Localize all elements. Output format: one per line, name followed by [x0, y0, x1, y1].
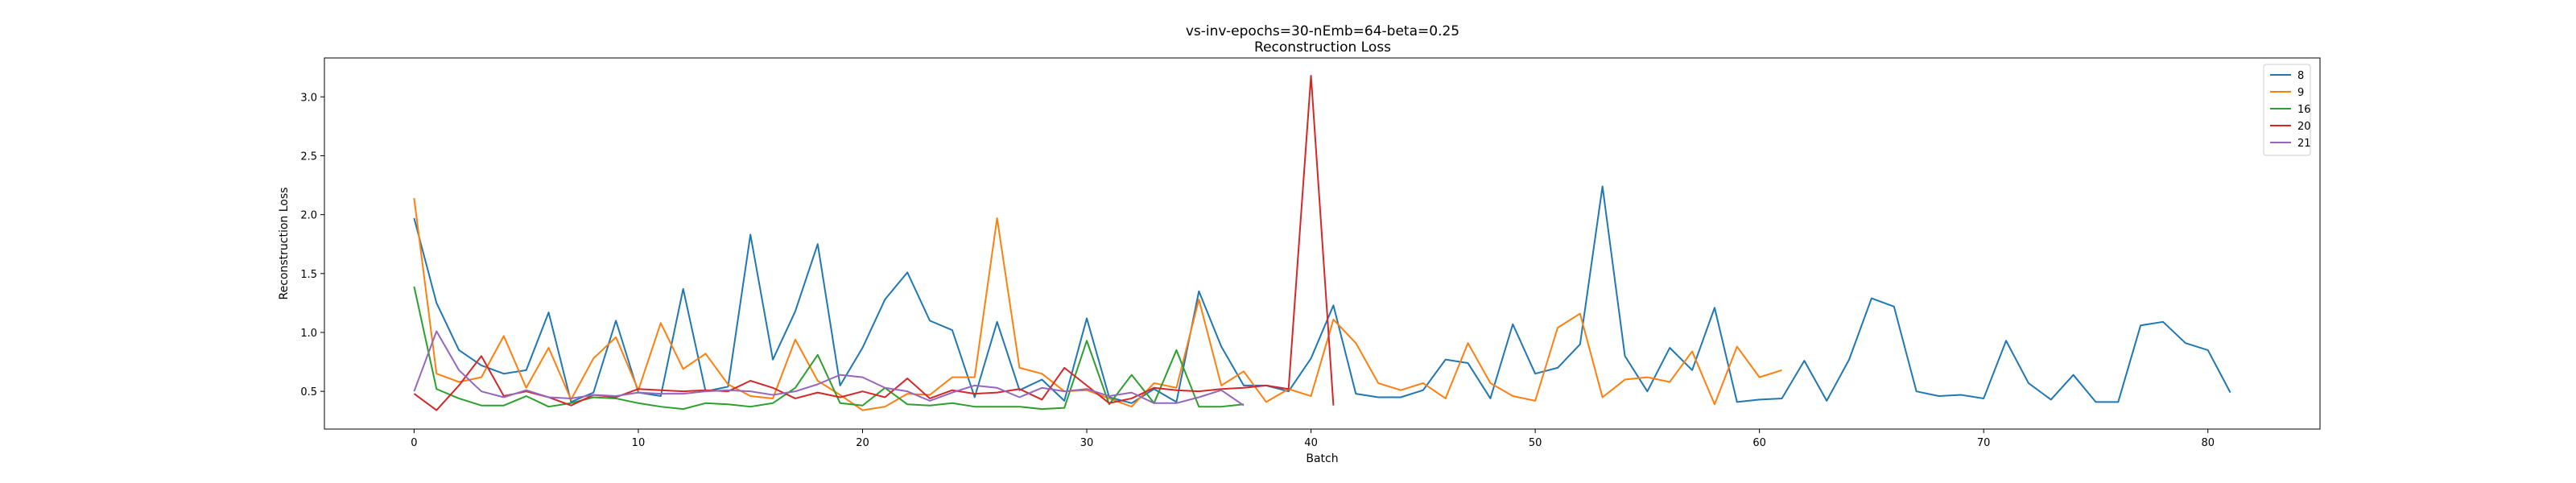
axes-layer	[324, 57, 2321, 430]
legend-label-16: 16	[2297, 104, 2311, 116]
x-tick-label: 60	[1752, 437, 1766, 449]
x-tick-label: 70	[1977, 437, 1991, 449]
x-tick-label: 10	[632, 437, 646, 449]
y-ticks: 0.5 1.0 1.5 2.0 2.5 3.0	[300, 92, 324, 398]
chart-title: vs-inv-epochs=30-nEmb=64-beta=0.25	[1186, 23, 1459, 39]
legend-label-21: 21	[2297, 138, 2311, 150]
x-tick-label: 80	[2201, 437, 2215, 449]
y-tick-label: 1.5	[300, 269, 317, 281]
y-tick-label: 2.0	[300, 210, 317, 222]
y-tick-label: 1.0	[300, 328, 317, 340]
series-line-20	[413, 74, 1335, 411]
plot-frame	[324, 57, 2321, 430]
x-axis-label: Batch	[1306, 452, 1338, 465]
series-layer	[413, 74, 2231, 411]
y-axis-label: Reconstruction Loss	[278, 188, 291, 300]
y-tick-label: 3.0	[300, 92, 317, 104]
series-line-9	[413, 198, 1782, 411]
legend-label-9: 9	[2297, 87, 2304, 99]
x-tick-label: 0	[411, 437, 417, 449]
x-tick-label: 40	[1304, 437, 1318, 449]
legend-label-8: 8	[2297, 70, 2304, 82]
x-tick-label: 20	[856, 437, 869, 449]
x-ticks: 0 10 20 30 40 50 60 70 80	[411, 429, 2215, 449]
series-line-16	[413, 286, 1245, 411]
x-tick-label: 30	[1080, 437, 1094, 449]
series-line-21	[413, 330, 1245, 407]
legend-label-20: 20	[2297, 121, 2311, 133]
x-tick-label: 50	[1529, 437, 1542, 449]
y-tick-label: 2.5	[300, 151, 317, 163]
legend-box	[2263, 64, 2311, 156]
series-line-8	[413, 185, 2231, 404]
legend: 8 9 16 20 21	[2263, 64, 2311, 156]
y-tick-label: 0.5	[300, 386, 317, 398]
chart-subtitle: Reconstruction Loss	[1254, 39, 1391, 56]
